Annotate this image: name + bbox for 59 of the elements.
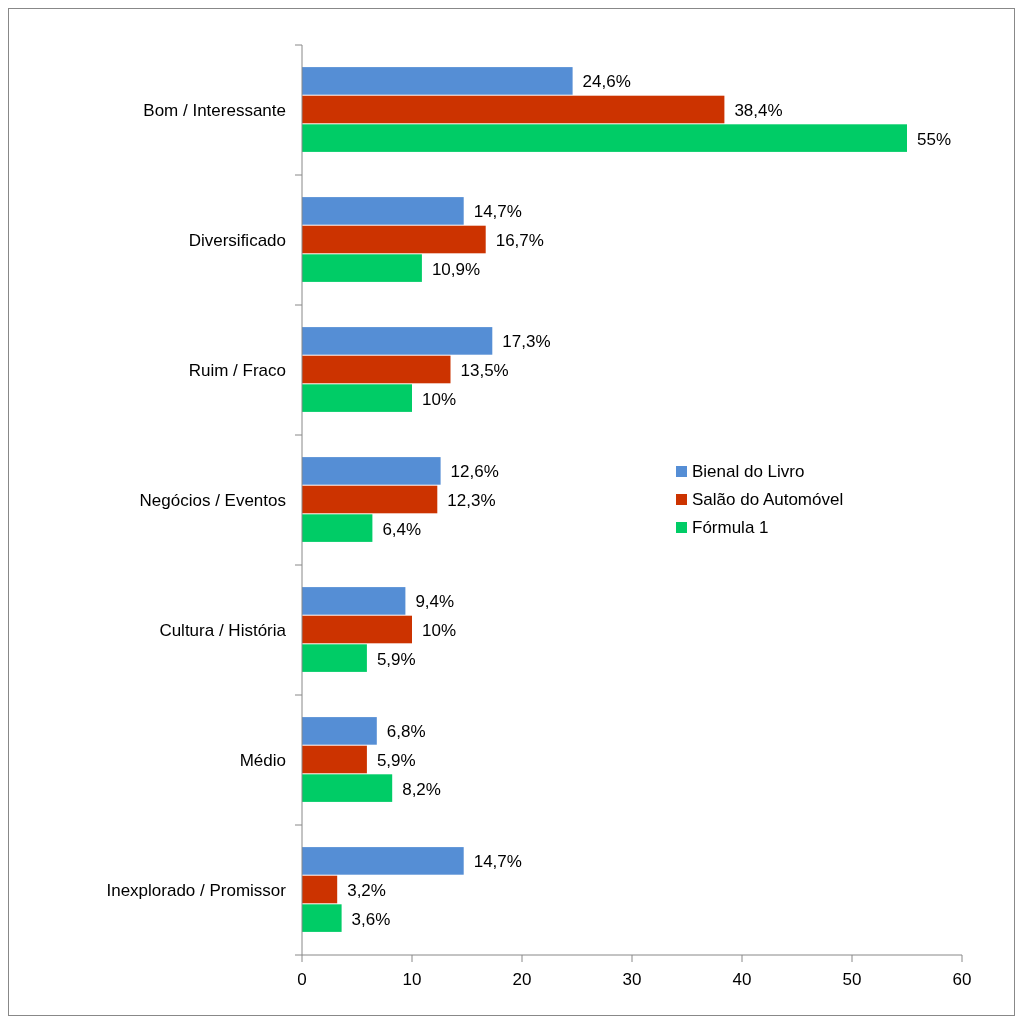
x-tick-label: 20 — [512, 970, 532, 989]
data-label: 38,4% — [734, 101, 783, 120]
legend-label: Salão do Automóvel — [692, 490, 844, 509]
bar — [302, 327, 493, 355]
bar — [302, 875, 338, 904]
y-tick-label: Ruim / Fraco — [188, 361, 286, 380]
bar — [302, 717, 377, 745]
legend-label: Bienal do Livro — [692, 462, 805, 481]
bar — [302, 847, 464, 875]
data-label: 10% — [422, 621, 457, 640]
x-tick-label: 40 — [732, 970, 752, 989]
data-label: 3,2% — [347, 881, 386, 900]
data-label: 5,9% — [376, 751, 416, 770]
data-label: 14,7% — [473, 202, 522, 222]
data-label: 6,8% — [386, 722, 426, 742]
data-label: 16,7% — [495, 231, 544, 250]
data-label: 9,4% — [415, 592, 455, 612]
bar — [302, 745, 367, 774]
bar — [302, 615, 412, 644]
bar — [302, 774, 393, 802]
y-tick-label: Cultura / História — [159, 621, 287, 640]
x-tick-label: 0 — [297, 970, 307, 989]
data-label: 3,6% — [351, 909, 391, 929]
bar — [302, 67, 573, 95]
bar — [302, 124, 907, 152]
bar — [302, 254, 422, 282]
data-label: 8,2% — [402, 779, 441, 799]
data-label: 12,6% — [450, 462, 499, 482]
data-label: 14,7% — [473, 852, 522, 872]
data-label: 24,6% — [582, 72, 631, 92]
bar — [302, 644, 367, 672]
y-tick-label: Diversificado — [188, 231, 286, 250]
data-label: 17,3% — [502, 332, 551, 352]
data-label: 13,5% — [460, 361, 509, 380]
y-tick-label: Negócios / Eventos — [139, 491, 286, 510]
bar — [302, 587, 406, 615]
data-label: 5,9% — [376, 649, 416, 669]
y-tick-label: Inexplorado / Promissor — [106, 881, 287, 900]
x-tick-label: 10 — [402, 970, 422, 989]
y-tick-label: Médio — [239, 751, 286, 770]
bar — [302, 355, 451, 384]
bar — [302, 225, 486, 254]
bar — [302, 485, 438, 514]
y-tick-label: Bom / Interessante — [143, 101, 286, 120]
bar — [302, 197, 464, 225]
bar — [302, 95, 725, 124]
data-label: 6,4% — [382, 519, 422, 539]
bar — [302, 514, 373, 542]
data-label: 12,3% — [447, 491, 496, 510]
x-tick-label: 50 — [842, 970, 862, 989]
data-label: 10% — [422, 389, 457, 409]
x-tick-label: 30 — [622, 970, 642, 989]
data-label: 55% — [917, 129, 952, 149]
x-tick-label: 60 — [952, 970, 972, 989]
bar — [302, 457, 441, 485]
bar — [302, 384, 412, 412]
legend-label: Fórmula 1 — [692, 518, 769, 537]
data-label: 10,9% — [431, 259, 481, 279]
bar — [302, 904, 342, 932]
